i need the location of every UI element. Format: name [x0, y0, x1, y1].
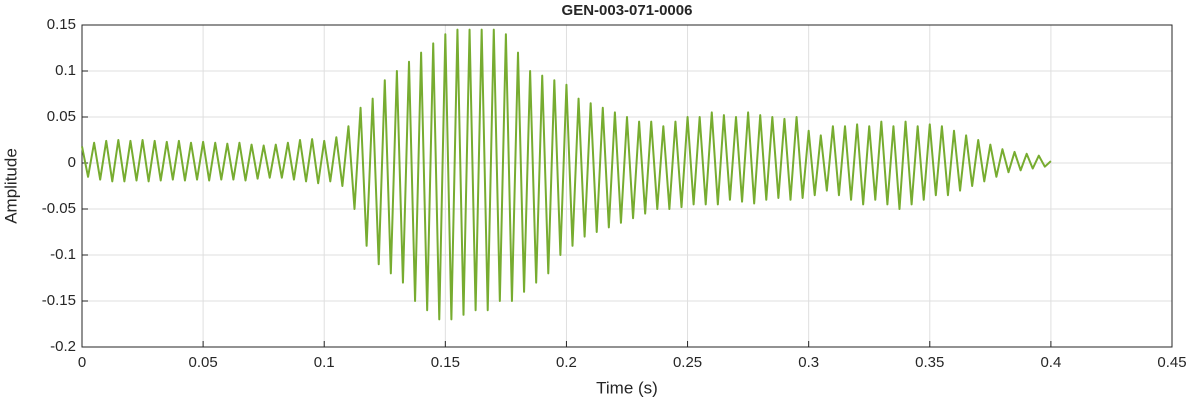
x-tick-label: 0: [78, 354, 86, 371]
y-tick-label: 0.15: [47, 16, 76, 33]
x-tick-label: 0.2: [556, 354, 577, 371]
waveform-line: [81, 28, 1052, 321]
x-tick-label: 0.35: [915, 354, 944, 371]
y-tick-label: -0.15: [42, 292, 76, 309]
x-tick-label: 0.05: [189, 354, 218, 371]
x-tick-label: 0.3: [798, 354, 819, 371]
y-axis-label: Amplitude: [1, 148, 20, 224]
x-tick-label: 0.15: [431, 354, 460, 371]
x-axis-label: Time (s): [596, 378, 658, 397]
x-tick-label: 0.25: [673, 354, 702, 371]
y-tick-label: 0.05: [47, 108, 76, 125]
x-tick-label: 0.45: [1157, 354, 1186, 371]
x-tick-label: 0.4: [1040, 354, 1061, 371]
y-tick-label: -0.1: [50, 246, 76, 263]
y-tick-label: -0.05: [42, 200, 76, 217]
chart-title: GEN-003-071-0006: [562, 2, 693, 19]
y-tick-label: 0: [68, 154, 76, 171]
y-tick-label: -0.2: [50, 338, 76, 355]
plot-frame: [81, 24, 1173, 348]
y-tick-label: 0.1: [55, 62, 76, 79]
x-tick-label: 0.1: [314, 354, 335, 371]
